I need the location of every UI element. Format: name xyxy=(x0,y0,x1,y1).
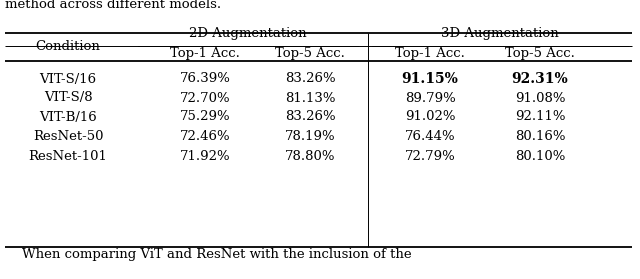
Text: ResNet-50: ResNet-50 xyxy=(33,131,103,143)
Text: 76.44%: 76.44% xyxy=(404,131,455,143)
Text: Top-5 Acc.: Top-5 Acc. xyxy=(505,47,575,59)
Text: 78.19%: 78.19% xyxy=(285,131,335,143)
Text: Top-5 Acc.: Top-5 Acc. xyxy=(275,47,345,59)
Text: Condition: Condition xyxy=(36,40,100,54)
Text: 76.39%: 76.39% xyxy=(180,73,230,85)
Text: 2D Augmentation: 2D Augmentation xyxy=(189,27,307,40)
Text: 80.10%: 80.10% xyxy=(515,150,565,163)
Text: 75.29%: 75.29% xyxy=(180,110,230,124)
Text: 92.31%: 92.31% xyxy=(511,72,568,86)
Text: Top-1 Acc.: Top-1 Acc. xyxy=(170,47,240,59)
Text: method across different models.: method across different models. xyxy=(5,0,221,11)
Text: 91.08%: 91.08% xyxy=(515,92,565,105)
Text: VIT-B/16: VIT-B/16 xyxy=(39,110,97,124)
Text: When comparing ViT and ResNet with the inclusion of the: When comparing ViT and ResNet with the i… xyxy=(5,248,412,261)
Text: 92.11%: 92.11% xyxy=(515,110,565,124)
Text: 83.26%: 83.26% xyxy=(285,73,335,85)
Text: Top-1 Acc.: Top-1 Acc. xyxy=(395,47,465,59)
Text: 3D Augmentation: 3D Augmentation xyxy=(441,27,559,40)
Text: 72.46%: 72.46% xyxy=(180,131,230,143)
Text: ResNet-101: ResNet-101 xyxy=(29,150,108,163)
Text: VIT-S/8: VIT-S/8 xyxy=(44,92,92,105)
Text: 80.16%: 80.16% xyxy=(515,131,565,143)
Text: 89.79%: 89.79% xyxy=(404,92,456,105)
Text: 91.02%: 91.02% xyxy=(404,110,455,124)
Text: VIT-S/16: VIT-S/16 xyxy=(40,73,97,85)
Text: 81.13%: 81.13% xyxy=(285,92,335,105)
Text: 78.80%: 78.80% xyxy=(285,150,335,163)
Text: 72.70%: 72.70% xyxy=(180,92,230,105)
Text: 83.26%: 83.26% xyxy=(285,110,335,124)
Text: 71.92%: 71.92% xyxy=(180,150,230,163)
Text: 91.15%: 91.15% xyxy=(401,72,458,86)
Text: 72.79%: 72.79% xyxy=(404,150,456,163)
